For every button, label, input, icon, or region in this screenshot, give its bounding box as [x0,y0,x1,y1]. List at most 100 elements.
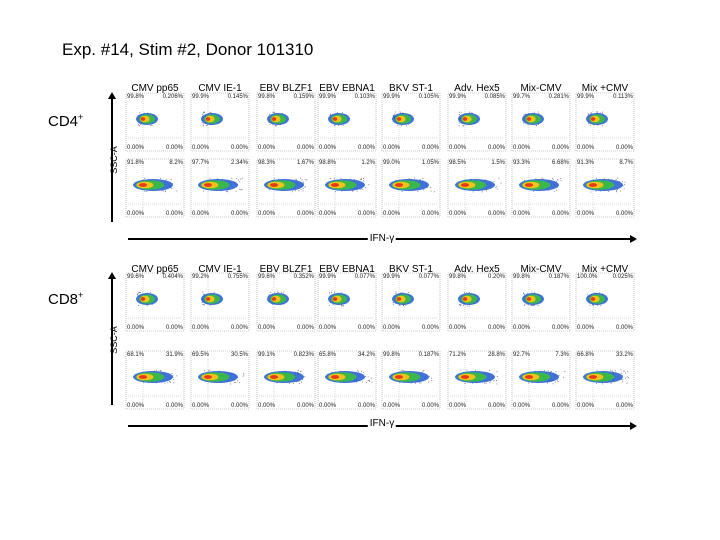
quadrant-percent: 0.077% [418,274,439,280]
event-dot [615,179,617,181]
event-dot [137,293,139,295]
quadrant-percent: 0.00% [230,145,248,151]
event-dot [496,383,498,385]
event-dot [403,304,405,306]
plot-frame [256,350,316,410]
flow-plot-svg [317,350,377,410]
quadrant-percent: 8.7% [619,160,633,166]
quadrant-percent: 0.00% [165,211,183,217]
column-header: Mix-CMV [520,264,562,275]
event-dot [615,190,617,192]
event-dot [602,383,604,385]
event-dot [137,123,139,125]
event-dot [371,381,373,383]
quadrant-percent: 0.187% [418,352,439,358]
quadrant-percent: 99.8% [383,352,401,358]
event-dot [466,369,468,371]
event-dot [363,177,365,179]
flow-plot-panel: 99.8% 0.187% 0.00% 0.00% [381,350,441,410]
event-dot [358,371,359,373]
quadrant-percent: 1.05% [421,160,439,166]
quadrant-percent: 0.00% [449,325,467,331]
quadrant-percent: 0.00% [296,403,314,409]
event-dot [621,381,623,383]
quadrant-percent: 1.2% [361,160,375,166]
quadrant-percent: 7.3% [555,352,569,358]
event-dot [493,380,495,382]
event-dot [628,377,629,379]
quadrant-percent: 0.00% [487,145,505,151]
event-dot [360,179,362,181]
density-core [271,297,277,301]
event-dot [620,190,622,192]
density-core [462,117,468,121]
event-dot [234,382,235,384]
event-dot [272,111,274,113]
quadrant-percent: 0.145% [227,94,248,100]
event-dot [159,370,161,372]
event-dot [537,305,539,307]
flow-plot-panel: 91.3% 8.7% 0.00% 0.00% [575,158,635,218]
flow-plot-panel: 69.5% 30.5% 0.00% 0.00% [190,350,250,410]
event-dot [276,125,278,127]
event-dot [596,383,597,385]
event-dot [205,124,207,126]
density-core [395,375,403,379]
event-dot [331,291,332,293]
event-dot [460,304,462,306]
event-dot [213,291,215,293]
event-dot [602,125,604,127]
event-dot [547,370,549,372]
flow-plot-svg [317,92,377,152]
event-dot [273,177,275,179]
event-dot [420,382,422,384]
event-dot [614,370,616,372]
event-dot [496,376,498,377]
event-dot [462,124,464,126]
event-dot [341,304,343,306]
event-dot [239,382,241,384]
event-dot [143,177,145,179]
event-dot [202,303,204,305]
flow-plot-panel: 98.8% 1.2% 0.00% 0.00% [317,158,377,218]
flow-plot-svg [381,350,441,410]
quadrant-percent: 0.00% [551,325,569,331]
quadrant-percent: 99.9% [383,94,401,100]
quadrant-percent: 0.105% [418,94,439,100]
event-dot [340,177,342,179]
plot-frame [317,92,377,152]
flow-plot-panel: 99.7% 0.281% 0.00% 0.00% [511,92,571,152]
plot-frame [256,272,316,332]
event-dot [368,379,370,381]
event-dot [602,111,604,113]
y-axis-arrowhead [108,272,116,279]
plot-frame [190,350,250,410]
event-dot [362,372,364,373]
quadrant-percent: 0.103% [354,94,375,100]
x-axis-arrowhead [630,422,637,430]
event-dot [235,190,237,192]
event-dot [428,381,429,383]
event-dot [622,379,624,381]
event-dot [202,123,204,125]
event-dot [403,370,405,372]
event-dot [496,380,498,382]
quadrant-percent: 0.00% [615,403,633,409]
event-dot [602,112,604,114]
event-dot [414,382,416,384]
flow-plot-panel: 92.7% 7.3% 0.00% 0.00% [511,350,571,410]
plot-frame [575,92,635,152]
quadrant-percent: 0.00% [383,145,401,151]
event-dot [342,111,344,113]
quadrant-percent: 99.6% [258,274,276,280]
quadrant-percent: 99.8% [449,274,467,280]
event-dot [533,304,535,306]
flow-plot-svg [447,92,507,152]
column-header: EBV BLZF1 [259,264,313,275]
event-dot [489,382,491,384]
plot-frame [511,350,571,410]
event-dot [395,293,397,294]
plot-frame [125,92,185,152]
flow-plot-panel: 99.9% 0.113% 0.00% 0.00% [575,92,635,152]
event-dot [595,190,597,192]
